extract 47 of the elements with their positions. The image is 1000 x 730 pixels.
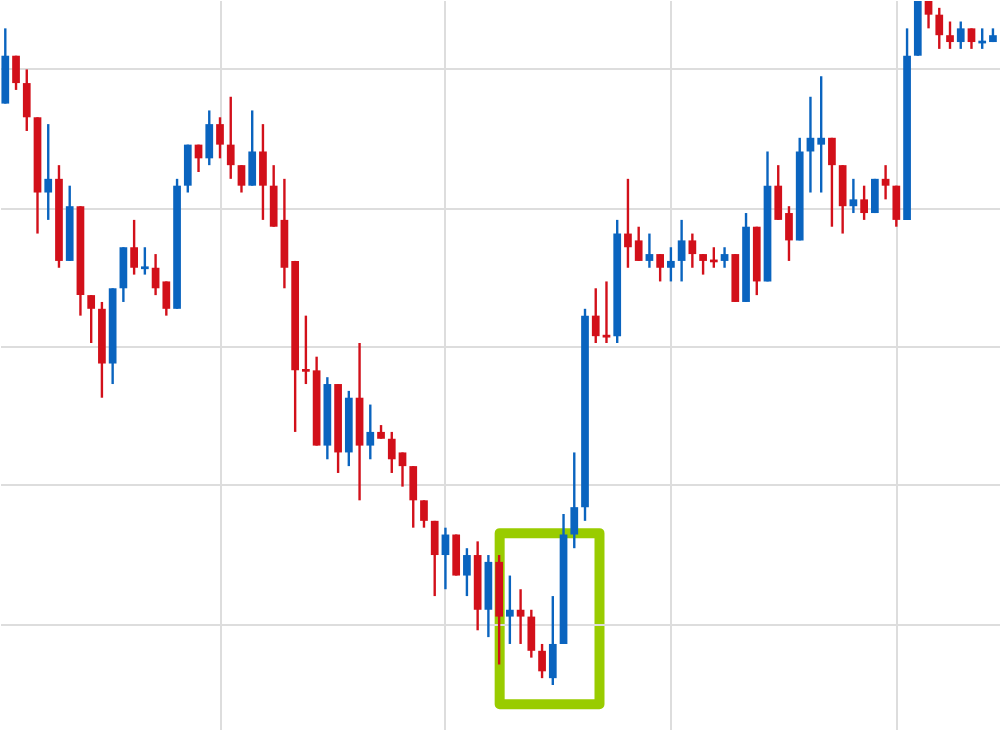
- candlestick: [548, 594, 557, 687]
- candlestick: [119, 246, 128, 304]
- candlestick: [667, 246, 675, 283]
- candlestick: [527, 608, 536, 659]
- candlestick: [87, 293, 96, 345]
- candlestick: [688, 232, 697, 269]
- candlestick: [924, 1, 933, 30]
- candlestick: [366, 403, 375, 461]
- candlestick: [731, 252, 740, 304]
- candlestick: [881, 163, 890, 201]
- candlestick: [355, 341, 364, 502]
- candlestick: [430, 519, 439, 598]
- candlestick: [140, 246, 149, 276]
- candlestick: [248, 109, 257, 187]
- candlestick: [656, 252, 665, 283]
- candlestick: [216, 116, 224, 160]
- candlestick: [538, 642, 546, 680]
- candlestick: [935, 6, 944, 51]
- candlestick: [720, 246, 729, 269]
- candlestick: [259, 122, 267, 222]
- candlestick: [452, 533, 461, 577]
- candlestick: [205, 109, 214, 167]
- candlestick: [860, 184, 868, 222]
- candlestick: [183, 143, 192, 194]
- candlestick: [892, 184, 901, 228]
- candlestick: [237, 163, 246, 194]
- candlestick: [516, 588, 525, 646]
- candlestick: [849, 177, 858, 215]
- candlestick: [44, 122, 53, 222]
- candlestick: [946, 20, 954, 51]
- candlestick: [226, 95, 235, 181]
- candlestick: [505, 574, 514, 646]
- candlestick: [22, 68, 31, 133]
- candlestick: [130, 218, 138, 276]
- candlestick: [12, 54, 20, 92]
- candlestick: [484, 553, 493, 639]
- candlestick: [420, 499, 428, 529]
- candlestick: [956, 20, 965, 51]
- candlestick: [677, 218, 686, 283]
- candlestick: [570, 451, 579, 550]
- candlestick: [645, 232, 654, 269]
- candlestick: [409, 464, 418, 529]
- candlestick: [1, 27, 10, 105]
- candlestick: [967, 27, 976, 51]
- candlestick: [838, 163, 847, 235]
- candlestick: [828, 136, 836, 228]
- candlestick: [463, 547, 471, 598]
